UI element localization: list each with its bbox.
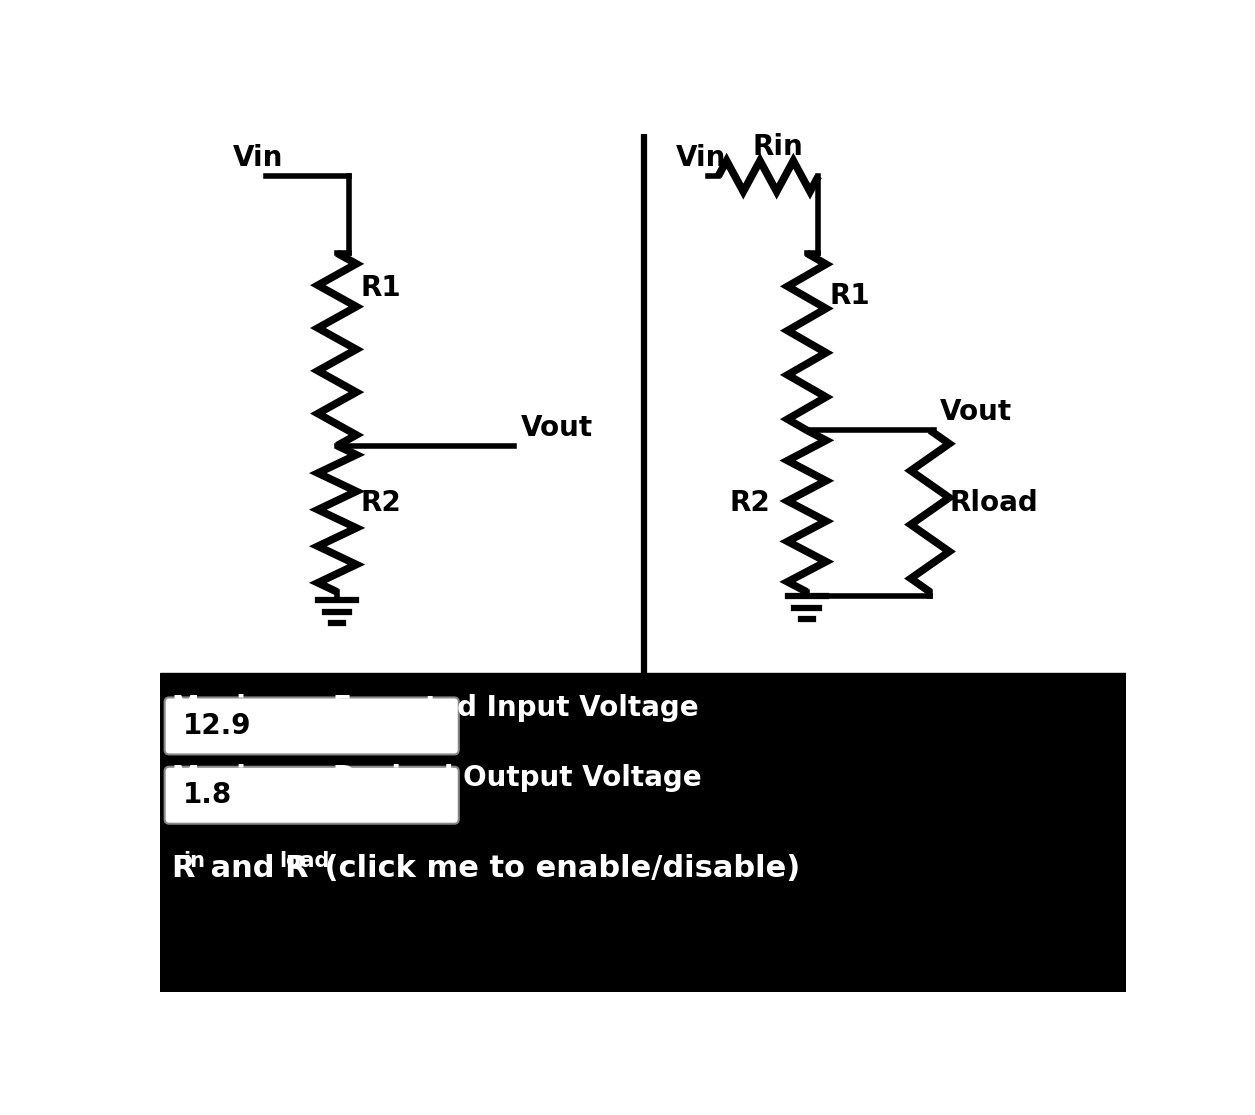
Bar (161, 134, 1127, 672)
Text: Vout: Vout (521, 414, 592, 442)
Text: Maximum Expected Input Voltage: Maximum Expected Input Voltage (172, 695, 698, 723)
Text: R2: R2 (730, 489, 771, 517)
Text: and R: and R (200, 854, 309, 883)
FancyBboxPatch shape (164, 767, 459, 824)
Text: in: in (183, 851, 205, 871)
Text: R1: R1 (830, 281, 871, 310)
Text: R2: R2 (360, 489, 400, 517)
Text: Vout: Vout (940, 398, 1012, 426)
Text: Vin: Vin (233, 144, 284, 173)
Text: R: R (172, 854, 195, 883)
Text: Rload: Rload (949, 489, 1038, 517)
Text: Rin: Rin (753, 133, 803, 161)
Text: Vin: Vin (676, 144, 727, 173)
Text: load: load (280, 851, 330, 871)
Text: (click me to enable/disable): (click me to enable/disable) (314, 854, 801, 883)
FancyBboxPatch shape (164, 698, 459, 755)
Text: 1.8: 1.8 (183, 782, 232, 809)
Text: R1: R1 (360, 274, 400, 302)
Bar (161, 672, 1127, 992)
Text: Maximum Desired Output Voltage: Maximum Desired Output Voltage (172, 764, 702, 792)
Text: 12.9: 12.9 (183, 712, 251, 740)
